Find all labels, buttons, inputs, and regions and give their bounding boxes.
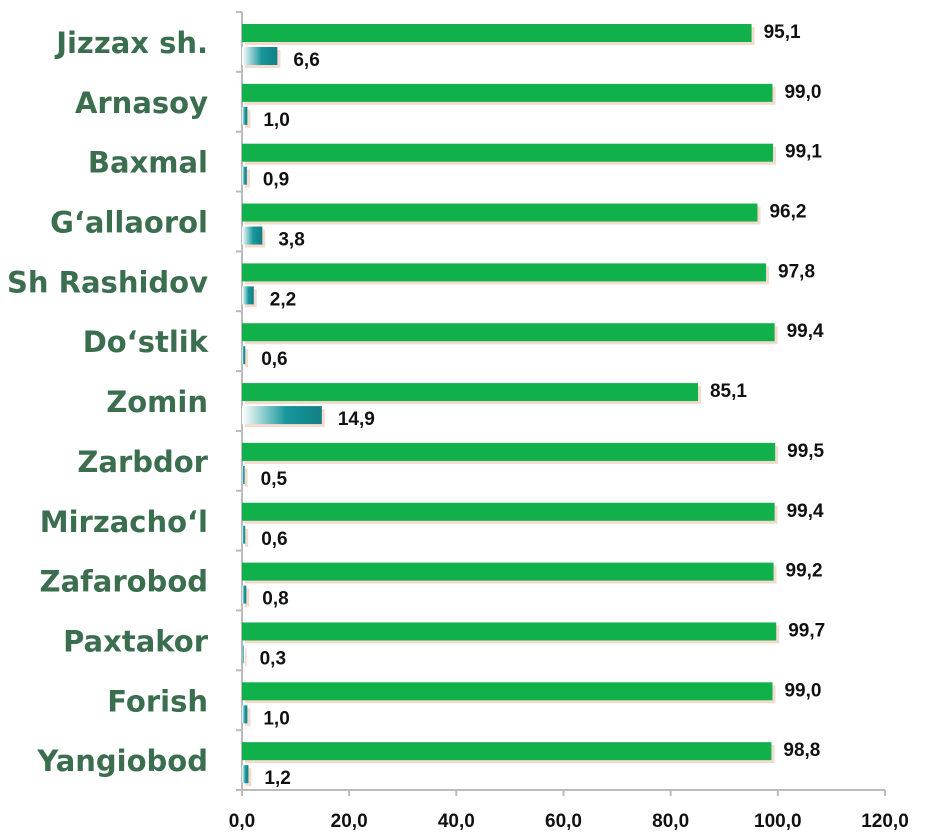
bar (242, 502, 775, 521)
bar (242, 24, 752, 42)
value-label: 2,2 (270, 289, 296, 310)
value-label: 96,2 (769, 202, 806, 223)
category-label: Forish (107, 684, 208, 718)
bar (242, 465, 245, 484)
value-label: 99,4 (787, 321, 824, 342)
bar-shadow (245, 648, 247, 667)
value-label: 97,8 (778, 261, 815, 282)
bar (242, 346, 246, 365)
bar (242, 226, 263, 245)
bar (242, 383, 698, 402)
bar (242, 442, 776, 461)
category-label: Yangiobod (36, 744, 208, 778)
category-label: Zafarobod (40, 565, 208, 599)
bar-shadow (245, 468, 248, 487)
bar (242, 622, 777, 641)
bar-shadow (245, 588, 250, 607)
bar (242, 645, 244, 664)
category-label: Do‘stlik (83, 325, 209, 359)
value-label: 1,0 (263, 110, 289, 131)
bar (242, 562, 774, 581)
value-label: 0,5 (261, 469, 288, 490)
category-label: Mirzacho‘l (40, 505, 208, 539)
bar (242, 203, 758, 222)
bar (242, 47, 278, 65)
bar (242, 286, 254, 305)
value-label: 0,9 (263, 170, 289, 191)
value-label: 99,1 (785, 142, 822, 163)
bar (242, 765, 249, 784)
value-label: 99,5 (787, 441, 824, 462)
bar-shadow (245, 528, 249, 547)
value-label: 0,8 (262, 589, 288, 610)
x-tick-label: 100,0 (754, 811, 802, 832)
value-label: 14,9 (338, 409, 375, 430)
bar (242, 742, 772, 761)
bar (242, 705, 248, 724)
bar (242, 682, 773, 701)
bar (242, 166, 247, 185)
bar (242, 406, 322, 425)
bar-shadow (245, 349, 249, 368)
bar (242, 106, 248, 125)
x-tick-label: 20,0 (331, 811, 368, 832)
category-label: Zomin (106, 385, 208, 419)
x-tick-label: 0,0 (229, 811, 255, 832)
value-label: 3,8 (278, 230, 304, 251)
value-label: 0,6 (261, 349, 287, 370)
value-label: 1,2 (264, 768, 290, 789)
category-label: Sh Rashidov (7, 265, 208, 299)
category-label: Paxtakor (63, 624, 209, 658)
value-label: 99,0 (784, 680, 821, 701)
bar (242, 323, 775, 342)
value-label: 99,4 (787, 501, 824, 522)
category-label: G‘allaorol (50, 206, 208, 240)
x-tick-label: 120,0 (861, 811, 909, 832)
bar (242, 83, 773, 102)
category-label: Arnasoy (75, 86, 208, 120)
category-label: Baxmal (88, 146, 208, 180)
x-tick-label: 80,0 (652, 811, 689, 832)
value-label: 99,2 (786, 561, 823, 582)
category-label: Zarbdor (77, 445, 208, 479)
value-label: 99,0 (784, 82, 821, 103)
x-tick-label: 40,0 (438, 811, 475, 832)
category-label: Jizzax sh. (54, 26, 208, 60)
value-label: 85,1 (710, 381, 747, 402)
bar (242, 585, 247, 604)
bar (242, 525, 246, 544)
value-label: 6,6 (293, 50, 319, 71)
value-label: 95,1 (764, 22, 801, 43)
bar-shadow (245, 169, 250, 188)
value-label: 0,3 (260, 648, 286, 669)
value-label: 0,6 (261, 529, 287, 550)
bar-shadow (245, 708, 251, 727)
value-label: 99,7 (788, 620, 825, 641)
bar-shadow (245, 109, 251, 128)
bar (242, 143, 774, 162)
value-label: 1,0 (263, 708, 289, 729)
bar (242, 263, 767, 282)
x-tick-label: 60,0 (545, 811, 582, 832)
value-label: 98,8 (783, 740, 820, 761)
